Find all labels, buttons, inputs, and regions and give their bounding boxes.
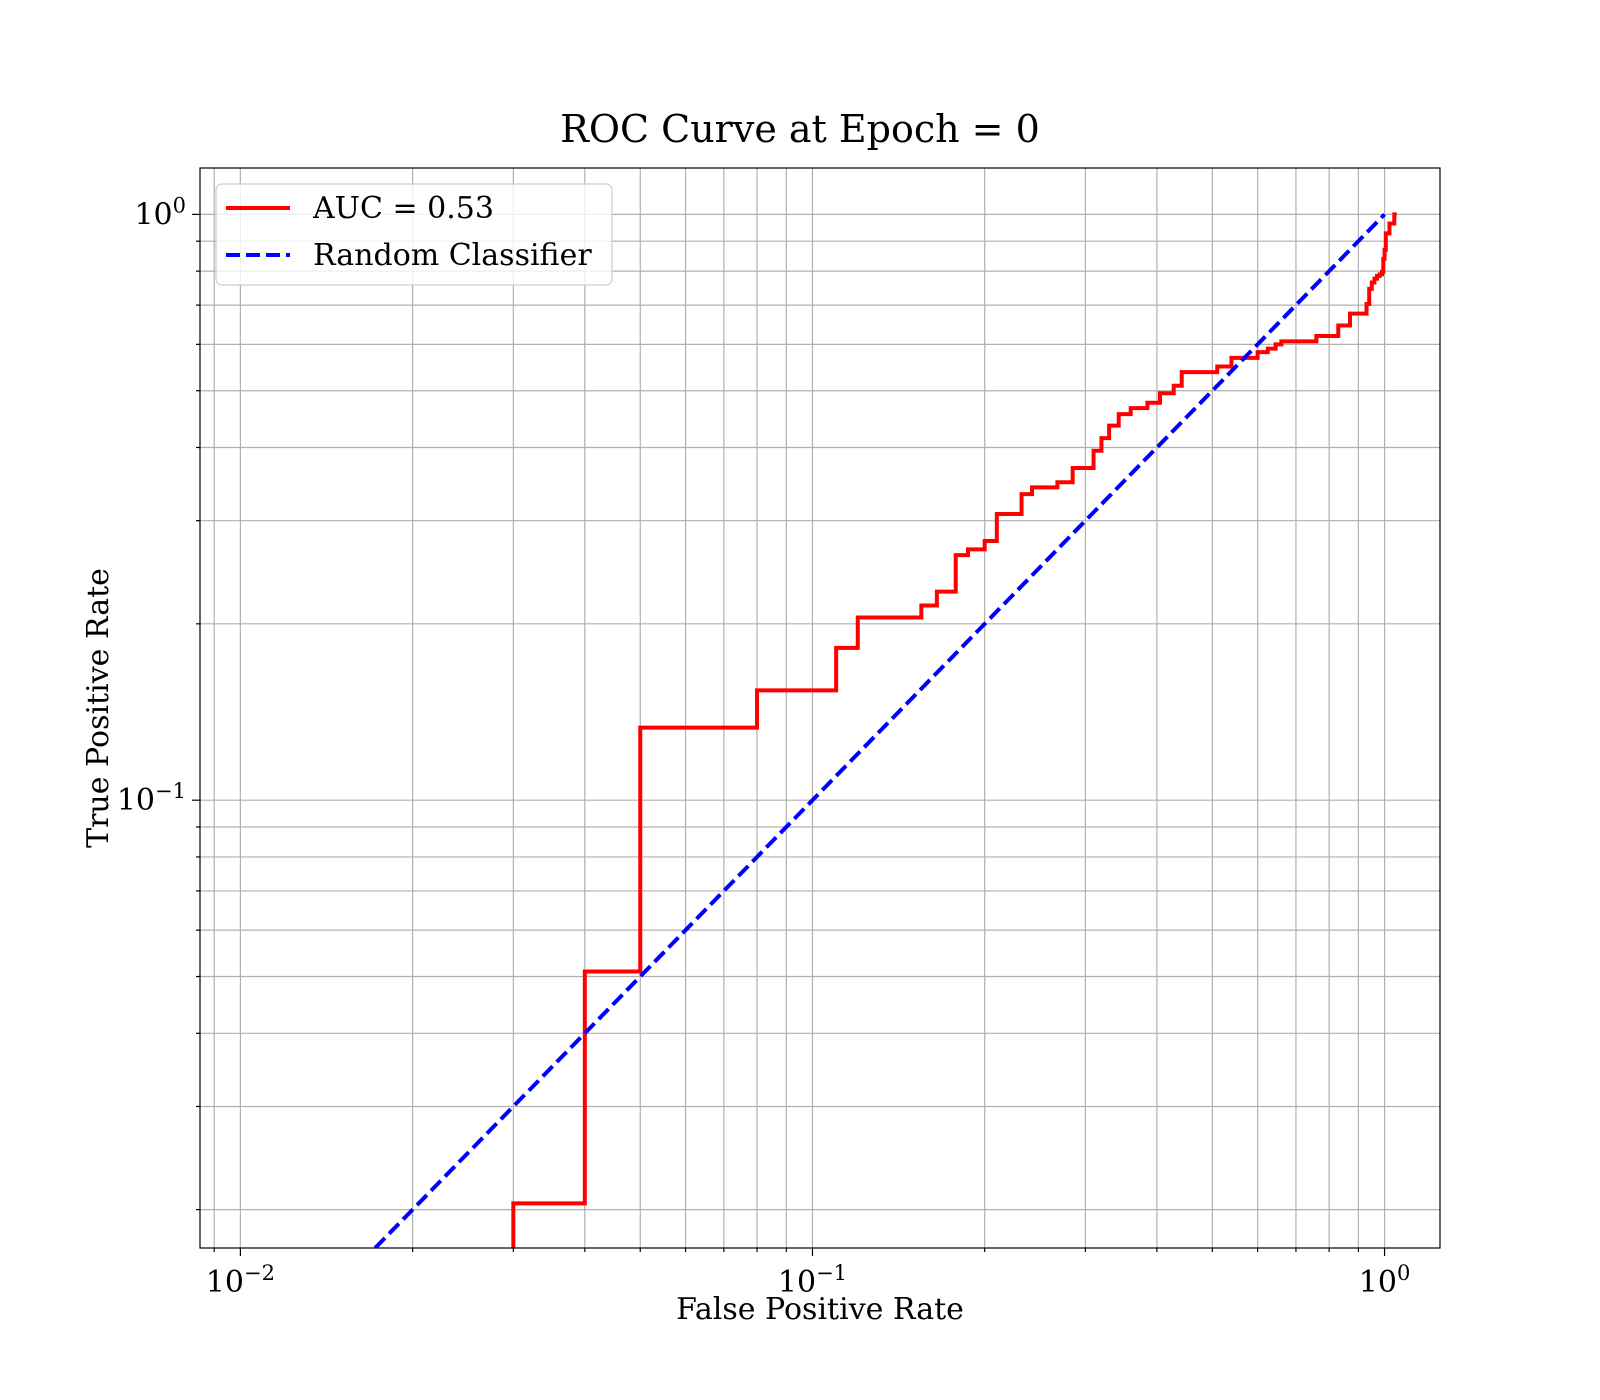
y-tick-label: 100: [134, 193, 186, 232]
axis-ticks: [192, 213, 1386, 1256]
legend-label-auc: AUC = 0.53: [312, 191, 494, 226]
y-axis-label: True Positive Rate: [81, 568, 116, 848]
series-layer: [373, 212, 1397, 1248]
y-tick-label: 10−1: [117, 779, 186, 818]
x-tick-label: 10−1: [778, 1261, 847, 1300]
x-tick-label: 100: [1359, 1261, 1411, 1300]
plot-frame: [199, 167, 1441, 1249]
roc-curve-line: [511, 212, 1397, 1248]
random-classifier-line: [373, 212, 1386, 1248]
x-tick-label: 10−2: [206, 1261, 275, 1300]
legend-label-random: Random Classifier: [313, 238, 592, 273]
grid-lines: [200, 168, 1440, 1248]
x-axis-label: False Positive Rate: [676, 1292, 964, 1327]
tick-labels: 10−2 10−1 100 10−1 100: [117, 193, 1410, 1300]
chart-title: ROC Curve at Epoch = 0: [560, 107, 1040, 151]
legend-frame: [215, 183, 613, 286]
legend: AUC = 0.53 Random Classifier: [215, 183, 613, 286]
